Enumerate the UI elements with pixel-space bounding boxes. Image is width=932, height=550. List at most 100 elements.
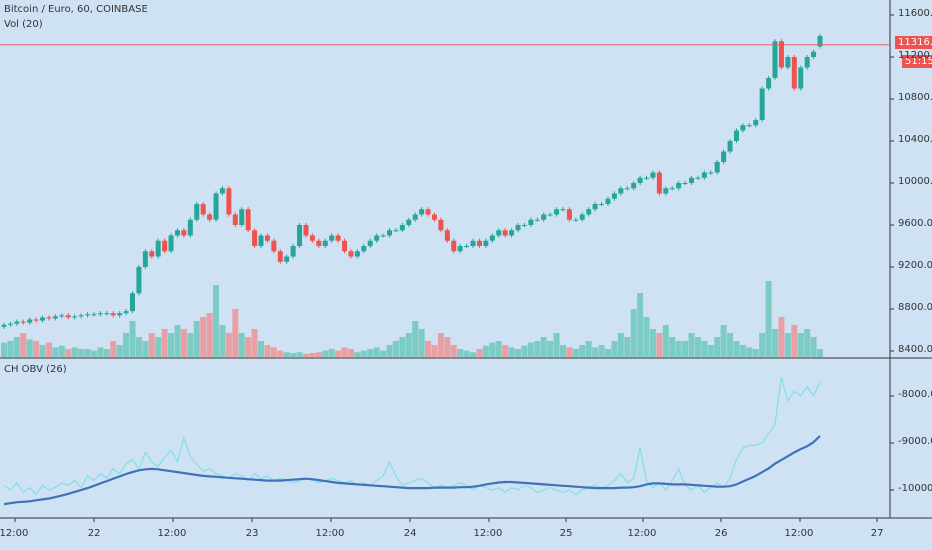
time-tick-label: 12:00 xyxy=(627,528,657,539)
time-tick-label: 25 xyxy=(559,528,573,539)
candle-body xyxy=(521,225,527,226)
volume-bar xyxy=(656,333,663,357)
volume-bar xyxy=(380,350,387,357)
candle-body xyxy=(155,240,161,257)
volume-bar xyxy=(688,333,695,357)
price-tick-label: 9200.00 xyxy=(898,260,932,271)
candle-body xyxy=(46,317,52,319)
candle-body xyxy=(688,177,694,183)
candle-body xyxy=(219,188,225,194)
volume-bar xyxy=(213,285,220,357)
candle-body xyxy=(785,57,791,68)
price-tick-label: 11600.00 xyxy=(898,8,932,19)
candle-body xyxy=(33,319,39,321)
volume-bar xyxy=(694,337,701,357)
candle-body xyxy=(91,314,97,316)
candle-body xyxy=(733,130,739,141)
volume-bar xyxy=(566,347,573,357)
volume-bar xyxy=(341,347,348,357)
volume-bar xyxy=(817,349,823,357)
price-tick-label: 11200.00 xyxy=(898,50,932,61)
volume-bar xyxy=(450,345,457,357)
volume-bar xyxy=(772,329,779,357)
candle-body xyxy=(444,230,450,241)
volume-bar xyxy=(476,349,483,357)
volume-bar xyxy=(412,321,419,357)
candle-body xyxy=(509,230,515,236)
volume-bar xyxy=(720,325,727,357)
candle-body xyxy=(59,315,65,317)
volume-bar xyxy=(662,325,669,357)
time-tick-label: 24 xyxy=(403,528,417,539)
volume-bar xyxy=(65,349,72,357)
volume-bar xyxy=(71,347,78,357)
volume-bar xyxy=(392,341,399,357)
candle-body xyxy=(20,321,26,323)
candle-body xyxy=(592,204,598,210)
volume-bar xyxy=(572,349,579,357)
candle-body xyxy=(136,267,142,294)
volume-bar xyxy=(52,347,59,357)
candle-body xyxy=(727,141,733,152)
candle-body xyxy=(65,315,71,318)
candle-body xyxy=(721,151,727,162)
candle-body xyxy=(791,57,797,89)
candle-body xyxy=(399,225,405,231)
indicator-legend: CH OBV (26) xyxy=(4,364,67,375)
candle-body xyxy=(303,225,309,236)
volume-bar xyxy=(701,341,708,357)
volume-bar xyxy=(335,350,342,357)
candle-body xyxy=(618,188,624,194)
time-tick-label: 26 xyxy=(714,528,728,539)
volume-bar xyxy=(682,341,689,357)
volume-bar xyxy=(489,342,496,357)
volume-bar xyxy=(727,333,734,357)
candle-body xyxy=(605,198,611,204)
candle-body xyxy=(7,323,13,325)
candle-body xyxy=(232,214,238,225)
candle-body xyxy=(599,204,605,205)
time-tick-label: 12:00 xyxy=(473,528,503,539)
volume-bar xyxy=(553,333,560,357)
candle-body xyxy=(798,67,804,89)
volume-bar xyxy=(804,329,811,357)
volume-bar xyxy=(283,352,290,357)
candle-body xyxy=(457,246,463,252)
volume-bar xyxy=(559,345,566,357)
candle-body xyxy=(149,251,155,257)
volume-bar xyxy=(444,337,451,357)
candle-body xyxy=(489,235,495,241)
volume-bar xyxy=(123,333,130,357)
candle-body xyxy=(470,240,476,246)
candle-body xyxy=(123,311,129,314)
volume-bar xyxy=(733,341,740,357)
candle-body xyxy=(348,251,354,257)
candle-body xyxy=(476,240,482,246)
volume-legend: Vol (20) xyxy=(4,19,43,30)
volume-bar xyxy=(521,345,528,357)
volume-bar xyxy=(148,333,155,357)
volume-bar xyxy=(791,325,798,357)
candle-body xyxy=(676,183,682,189)
candle-body xyxy=(168,235,174,252)
volume-bar xyxy=(225,333,232,357)
candle-body xyxy=(194,204,200,220)
volume-bar xyxy=(784,333,791,357)
time-tick-label: 27 xyxy=(870,528,884,539)
candle-body xyxy=(329,235,335,241)
candle-body xyxy=(142,251,148,267)
volume-bar xyxy=(129,321,136,357)
time-tick-label: 23 xyxy=(245,528,259,539)
time-tick-label: 12:00 xyxy=(784,528,814,539)
volume-bar xyxy=(373,347,380,357)
volume-bar xyxy=(598,345,605,357)
volume-bar xyxy=(624,337,631,357)
price-tick-label: 8400.00 xyxy=(898,344,932,355)
volume-bar xyxy=(604,349,611,357)
volume-bar xyxy=(219,325,226,357)
volume-bar xyxy=(142,341,149,357)
volume-bar xyxy=(669,337,676,357)
candle-body xyxy=(502,230,508,236)
